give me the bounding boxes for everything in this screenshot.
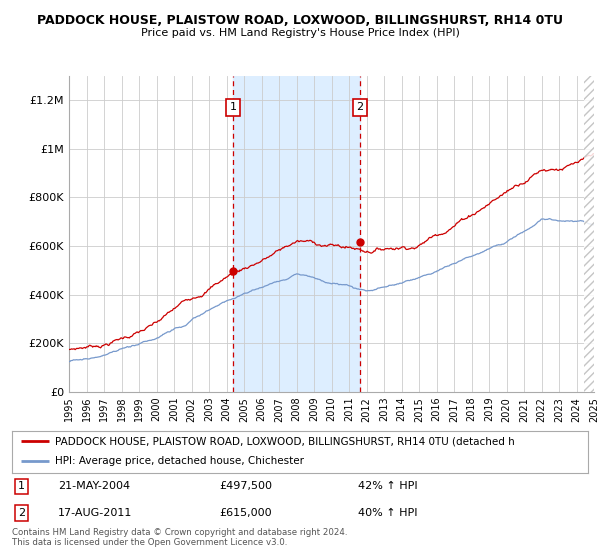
Text: HPI: Average price, detached house, Chichester: HPI: Average price, detached house, Chic… [55, 456, 304, 466]
Text: 42% ↑ HPI: 42% ↑ HPI [358, 482, 417, 492]
Text: 17-AUG-2011: 17-AUG-2011 [58, 508, 133, 518]
Text: PADDOCK HOUSE, PLAISTOW ROAD, LOXWOOD, BILLINGSHURST, RH14 0TU: PADDOCK HOUSE, PLAISTOW ROAD, LOXWOOD, B… [37, 14, 563, 27]
Text: 2: 2 [356, 102, 364, 112]
Text: Price paid vs. HM Land Registry's House Price Index (HPI): Price paid vs. HM Land Registry's House … [140, 28, 460, 38]
Text: Contains HM Land Registry data © Crown copyright and database right 2024.
This d: Contains HM Land Registry data © Crown c… [12, 528, 347, 547]
Text: 2: 2 [18, 508, 25, 518]
Text: 1: 1 [230, 102, 237, 112]
Text: 1: 1 [18, 482, 25, 492]
Bar [583, 76, 594, 392]
Text: 21-MAY-2004: 21-MAY-2004 [58, 482, 130, 492]
Text: £497,500: £497,500 [220, 482, 272, 492]
Bar [233, 76, 360, 392]
Text: 40% ↑ HPI: 40% ↑ HPI [358, 508, 417, 518]
Text: £615,000: £615,000 [220, 508, 272, 518]
Text: PADDOCK HOUSE, PLAISTOW ROAD, LOXWOOD, BILLINGSHURST, RH14 0TU (detached h: PADDOCK HOUSE, PLAISTOW ROAD, LOXWOOD, B… [55, 436, 515, 446]
